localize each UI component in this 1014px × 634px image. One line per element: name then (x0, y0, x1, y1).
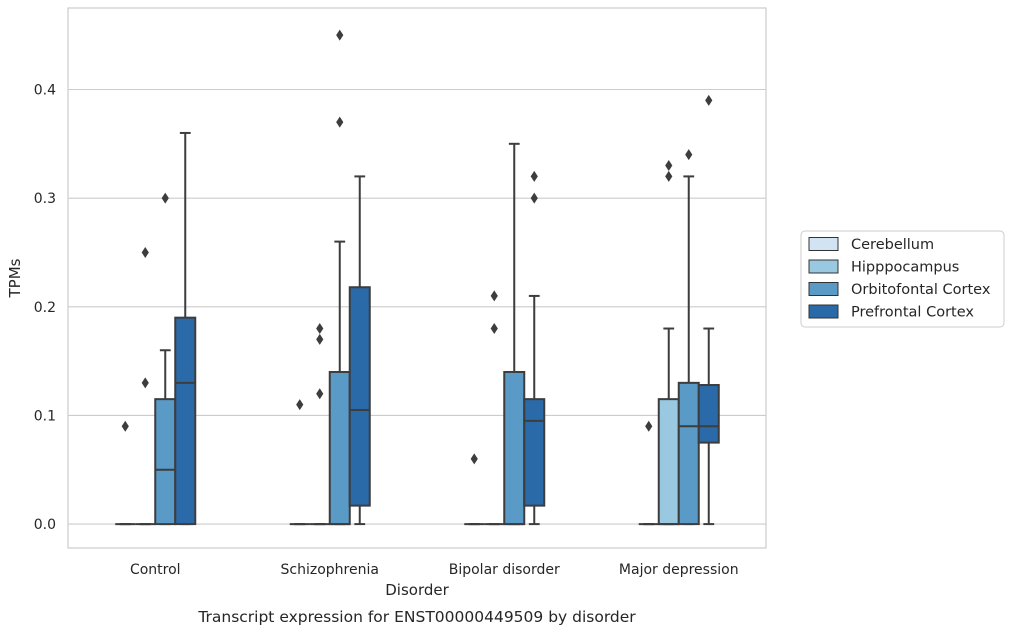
x-tick-label: Major depression (619, 562, 739, 578)
x-tick-label: Bipolar disorder (449, 562, 560, 578)
box-iqr (677, 381, 700, 526)
box-iqr (657, 398, 680, 526)
box-iqr (154, 398, 177, 526)
outlier-marker (490, 290, 498, 302)
box-group (484, 290, 505, 526)
legend-swatch (808, 259, 839, 274)
legend-label: Cerebellum (851, 237, 934, 253)
outlier-marker (296, 399, 304, 411)
outlier-marker (336, 29, 344, 41)
outlier-marker (141, 246, 149, 258)
x-axis-label: Disorder (385, 581, 449, 599)
x-tick-label: Control (130, 562, 181, 578)
legend: Cerebellum Hipppocampus Orbitofontal Corte… (800, 230, 1005, 328)
box-group (523, 170, 546, 526)
outlier-marker (316, 323, 324, 335)
legend-label: Prefrontal Cortex (851, 305, 974, 321)
outlier-marker (665, 170, 673, 182)
y-tick-label: 0.1 (34, 408, 56, 424)
outlier-marker (161, 192, 169, 204)
outlier-marker (685, 149, 693, 161)
box-group (328, 29, 351, 526)
box-group (115, 420, 136, 526)
box-iqr (503, 370, 526, 526)
box-iqr (348, 286, 371, 507)
box-group (135, 246, 156, 526)
box-group (289, 399, 310, 526)
x-tick-label: Schizophrenia (281, 562, 379, 578)
outlier-marker (121, 420, 129, 432)
box-iqr (174, 316, 197, 526)
legend-label: Orbitofontal Cortex (851, 282, 991, 298)
legend-frame (800, 230, 1005, 328)
chart-caption: Transcript expression for ENST0000044950… (197, 608, 636, 626)
outlier-marker (645, 420, 653, 432)
box-group (154, 192, 177, 526)
box-iqr (523, 398, 546, 507)
legend-items: Cerebellum Hipppocampus Orbitofontal Corte… (808, 237, 991, 321)
box-group (309, 323, 330, 526)
box-group (677, 149, 700, 526)
legend-swatch (808, 282, 839, 296)
outlier-marker (316, 388, 324, 400)
y-axis-ticks: 0.0 0.1 0.2 0.3 0.4 (34, 82, 56, 533)
box-group (657, 160, 680, 526)
y-tick-label: 0.2 (34, 300, 56, 316)
x-axis-ticks: Control Schizophrenia Bipolar disorder Majo… (130, 562, 739, 578)
outlier-marker (705, 94, 713, 106)
box-group (697, 94, 720, 526)
y-tick-label: 0.0 (34, 517, 56, 533)
box-group (638, 420, 659, 526)
outlier-marker (490, 323, 498, 335)
legend-swatch (808, 237, 839, 251)
box-group (348, 175, 371, 526)
outlier-marker (530, 192, 538, 204)
box-group (464, 453, 485, 526)
box-group (503, 142, 526, 526)
y-tick-label: 0.3 (34, 191, 56, 207)
outlier-marker (470, 453, 478, 465)
legend-label: Hipppocampus (851, 260, 959, 276)
legend-swatch (808, 304, 839, 319)
outlier-marker (665, 160, 673, 172)
plot-area-frame (67, 7, 767, 549)
outlier-marker (316, 333, 324, 345)
box-group (174, 131, 197, 526)
y-axis-label: TPMs (6, 258, 24, 298)
box-iqr (328, 370, 351, 526)
outlier-marker (336, 116, 344, 128)
box-iqr (697, 384, 720, 444)
y-tick-label: 0.4 (34, 82, 56, 98)
outlier-marker (530, 170, 538, 182)
outlier-marker (141, 377, 149, 389)
boxes (115, 29, 720, 526)
